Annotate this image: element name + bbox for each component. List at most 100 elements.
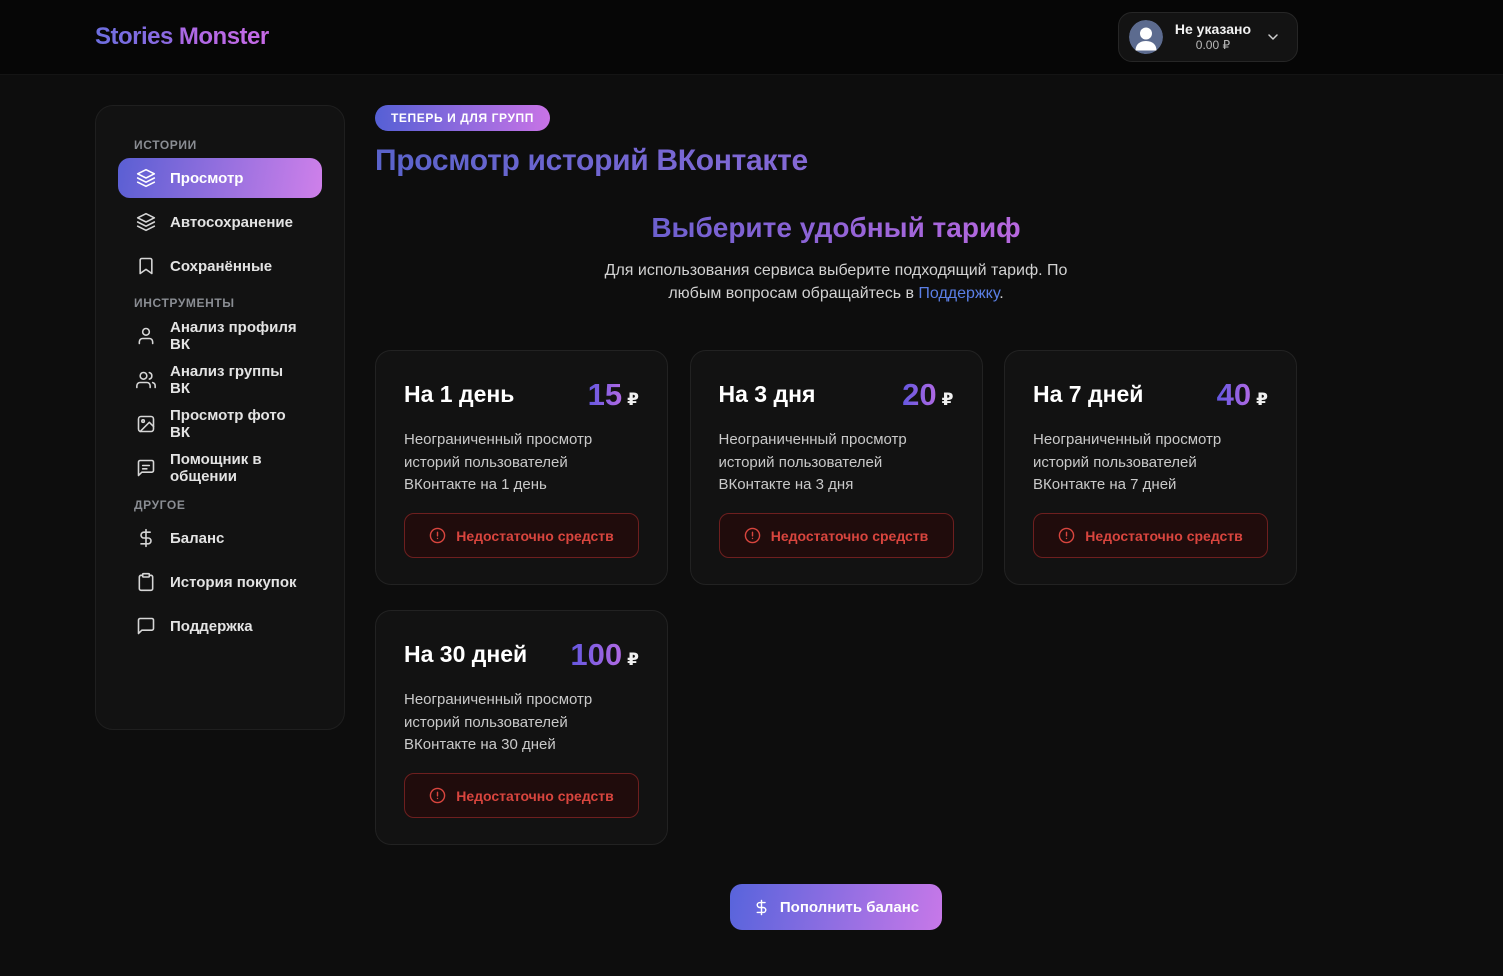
- user-meta: Не указано 0.00 ₽: [1175, 21, 1251, 54]
- section-title: Выберите удобный тариф: [651, 212, 1021, 243]
- layers-icon: [136, 168, 156, 188]
- button-label: Недостаточно средств: [1085, 527, 1243, 544]
- ruble-sign: ₽: [1256, 390, 1268, 410]
- description-text: Для использования сервиса выберите подхо…: [604, 262, 1068, 303]
- sidebar: ИСТОРИИ Просмотр Автосохранение Сохранён…: [95, 105, 345, 730]
- chevron-down-icon: [1265, 29, 1281, 45]
- insufficient-funds-button[interactable]: Недостаточно средств: [1033, 513, 1268, 559]
- card-header: На 3 дня 20 ₽: [719, 377, 954, 413]
- sidebar-item-purchase-history[interactable]: История покупок: [118, 562, 322, 602]
- logo-part-1: Stories: [95, 23, 173, 50]
- card-description: Неограниченный просмотр историй пользова…: [404, 691, 593, 754]
- tariff-header: Выберите удобный тариф Для использования…: [375, 212, 1297, 305]
- chat-icon: [136, 616, 156, 636]
- sidebar-item-autosave[interactable]: Автосохранение: [118, 202, 322, 242]
- alert-circle-icon: [1058, 527, 1075, 544]
- insufficient-funds-button[interactable]: Недостаточно средств: [404, 773, 639, 819]
- users-icon: [136, 370, 156, 390]
- button-label: Недостаточно средств: [770, 527, 929, 544]
- groups-badge: ТЕПЕРЬ И ДЛЯ ГРУПП: [375, 105, 550, 131]
- tariff-card-30-days: На 30 дней 100 ₽ Неограниченный просмотр…: [375, 610, 668, 846]
- alert-circle-icon: [429, 527, 446, 544]
- sidebar-item-group-analysis[interactable]: Анализ группы ВК: [118, 360, 322, 400]
- main-content: ТЕПЕРЬ И ДЛЯ ГРУПП Просмотр историй ВКон…: [375, 105, 1297, 931]
- sidebar-item-label: Анализ группы ВК: [170, 363, 284, 397]
- card-title: На 7 дней: [1033, 381, 1144, 408]
- sidebar-item-label: Автосохранение: [170, 213, 293, 231]
- price-value: 100: [570, 637, 623, 673]
- card-title: На 1 день: [404, 381, 515, 408]
- dollar-icon: [136, 528, 156, 548]
- sidebar-item-balance[interactable]: Баланс: [118, 518, 322, 558]
- app-header: Stories Monster Не указано 0.00 ₽: [0, 0, 1503, 75]
- price-value: 40: [1216, 377, 1252, 413]
- ruble-sign: ₽: [627, 650, 639, 670]
- ruble-sign: ₽: [941, 390, 954, 410]
- card-price: 20 ₽: [902, 377, 953, 413]
- description-period: .: [999, 285, 1004, 303]
- sidebar-item-label: Просмотр фото ВК: [170, 407, 286, 441]
- alert-circle-icon: [744, 527, 761, 544]
- sidebar-item-profile-analysis[interactable]: Анализ профиля ВК: [118, 316, 322, 356]
- card-description: Неограниченный просмотр историй пользова…: [404, 431, 593, 494]
- support-link[interactable]: Поддержку: [918, 285, 1000, 303]
- app-logo[interactable]: Stories Monster: [95, 23, 269, 51]
- user-icon: [136, 326, 156, 346]
- card-header: На 7 дней 40 ₽: [1033, 377, 1268, 413]
- sidebar-section-stories: ИСТОРИИ Просмотр Автосохранение Сохранён…: [118, 138, 322, 286]
- sidebar-section-other: ДРУГОЕ Баланс История покупок Поддержка: [118, 498, 322, 646]
- card-title: На 30 дней: [404, 641, 528, 668]
- logo-part-2: Monster: [178, 23, 269, 50]
- sidebar-item-label: Помощник в общении: [170, 451, 262, 485]
- sidebar-item-label: Просмотр: [170, 169, 244, 187]
- tariff-card-7-days: На 7 дней 40 ₽ Неограниченный просмотр и…: [1004, 350, 1297, 586]
- chat-lines-icon: [136, 458, 156, 478]
- section-description: Для использования сервиса выберите подхо…: [584, 259, 1089, 305]
- sidebar-item-chat-assistant[interactable]: Помощник в общении: [118, 448, 322, 488]
- avatar: [1128, 20, 1163, 54]
- dollar-icon: [753, 899, 770, 916]
- sidebar-item-label: Анализ профиля ВК: [170, 319, 297, 353]
- card-header: На 30 дней 100 ₽: [404, 637, 639, 673]
- card-title: На 3 дня: [718, 381, 816, 408]
- sidebar-item-label: Сохранённые: [170, 257, 273, 275]
- bookmark-icon: [136, 256, 156, 276]
- card-description: Неограниченный просмотр историй пользова…: [1033, 431, 1222, 494]
- tariff-card-1-day: На 1 день 15 ₽ Неограниченный просмотр и…: [375, 350, 668, 586]
- section-label-stories: ИСТОРИИ: [134, 138, 197, 152]
- card-header: На 1 день 15 ₽: [404, 377, 639, 413]
- sidebar-section-tools: ИНСТРУМЕНТЫ Анализ профиля ВК Анализ гру…: [118, 296, 322, 488]
- card-price: 100 ₽: [570, 637, 639, 673]
- section-label-tools: ИНСТРУМЕНТЫ: [134, 296, 235, 310]
- sidebar-item-support[interactable]: Поддержка: [118, 606, 322, 646]
- sidebar-item-photo-view[interactable]: Просмотр фото ВК: [118, 404, 322, 444]
- sidebar-item-saved[interactable]: Сохранённые: [118, 246, 322, 286]
- sidebar-item-view[interactable]: Просмотр: [118, 158, 322, 198]
- clipboard-icon: [136, 572, 156, 592]
- card-description: Неограниченный просмотр историй пользова…: [718, 431, 907, 494]
- sidebar-item-label: История покупок: [170, 573, 297, 591]
- ruble-sign: ₽: [627, 390, 639, 410]
- tariff-card-3-days: На 3 дня 20 ₽ Неограниченный просмотр ис…: [689, 350, 983, 586]
- user-name: Не указано: [1174, 20, 1251, 37]
- section-label-other: ДРУГОЕ: [134, 498, 186, 512]
- user-balance: 0.00 ₽: [1195, 38, 1231, 53]
- sidebar-item-label: Баланс: [170, 529, 225, 547]
- user-menu-button[interactable]: Не указано 0.00 ₽: [1117, 12, 1298, 62]
- price-value: 20: [902, 377, 937, 413]
- sidebar-item-label: Поддержка: [170, 617, 253, 635]
- button-label: Недостаточно средств: [456, 527, 614, 544]
- alert-circle-icon: [429, 787, 446, 804]
- insufficient-funds-button[interactable]: Недостаточно средств: [718, 513, 954, 559]
- top-up-balance-button[interactable]: Пополнить баланс: [730, 884, 942, 931]
- price-value: 15: [587, 377, 623, 413]
- button-label: Недостаточно средств: [456, 787, 614, 804]
- insufficient-funds-button[interactable]: Недостаточно средств: [404, 513, 639, 559]
- tariff-cards: На 1 день 15 ₽ Неограниченный просмотр и…: [375, 350, 1297, 846]
- card-price: 15 ₽: [588, 377, 639, 413]
- layers-icon: [136, 212, 156, 232]
- image-icon: [136, 414, 156, 434]
- cta-label: Пополнить баланс: [779, 898, 920, 916]
- page-title: Просмотр историй ВКонтакте: [375, 144, 808, 177]
- card-price: 40 ₽: [1217, 377, 1268, 413]
